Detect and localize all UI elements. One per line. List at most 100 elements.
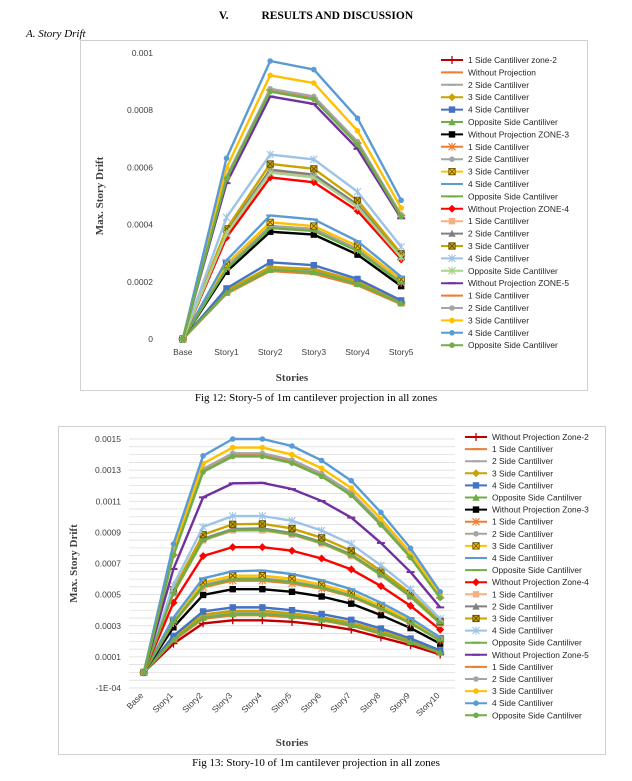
legend-swatch-marker — [449, 156, 455, 162]
y-tick-label: 0.0007 — [95, 559, 121, 569]
data-point — [310, 165, 318, 173]
data-point — [377, 561, 385, 570]
x-axis-title: Stories — [276, 737, 309, 749]
legend-label: Opposite Side Cantiliver — [468, 266, 558, 276]
data-point — [347, 540, 356, 549]
data-point — [169, 621, 178, 624]
x-tick-label: Story1 — [214, 347, 239, 357]
legend-item: 3 Side Cantiliver — [465, 541, 553, 551]
legend-item: 1 Side Cantiliver — [465, 444, 553, 454]
legend-swatch-marker — [449, 305, 455, 311]
legend-item: 4 Side Cantiliver — [441, 253, 529, 263]
legend-label: 1 Side Cantiliver — [492, 444, 553, 454]
legend-label: Opposite Side Cantiliver — [468, 191, 558, 201]
data-point — [317, 579, 326, 582]
legend-label: 2 Side Cantiliver — [492, 674, 553, 684]
data-point — [258, 481, 267, 484]
x-tick-label: Story2 — [180, 690, 205, 715]
section-number: V. — [218, 10, 229, 22]
legend-item: 4 Side Cantiliver — [465, 480, 553, 490]
data-point — [437, 589, 443, 595]
x-tick-label: Story9 — [388, 690, 413, 715]
legend-item: 1 Side Cantiliver — [465, 517, 553, 527]
data-point — [288, 573, 296, 576]
data-point — [266, 150, 275, 159]
data-point — [169, 591, 178, 594]
legend-label: 3 Side Cantiliver — [468, 92, 529, 102]
data-point — [318, 534, 326, 542]
series-line — [181, 214, 402, 340]
legend-item: 2 Side Cantiliver — [465, 456, 553, 466]
legend-swatch-marker — [448, 266, 456, 275]
legend-label: 4 Side Cantiliver — [492, 626, 553, 636]
x-tick-label: Story8 — [358, 690, 383, 715]
data-point — [180, 336, 186, 342]
legend-swatch-marker — [472, 578, 480, 587]
series-17 — [178, 168, 406, 343]
data-point — [199, 577, 208, 580]
data-point — [377, 611, 385, 619]
data-point — [311, 66, 317, 73]
x-tick-label: Story7 — [328, 690, 353, 715]
legend-item: 3 Side Cantiliver — [441, 167, 529, 177]
x-tick-label: Story3 — [302, 347, 327, 357]
x-axis-title: Stories — [276, 372, 309, 384]
data-point — [170, 552, 177, 559]
data-point — [229, 453, 236, 460]
data-point — [222, 229, 231, 238]
story10-drift-chart: -1E-04 0.0001 0.0003 0.0005 0.0007 0.0009 0.00… — [68, 432, 589, 749]
data-point — [266, 160, 274, 168]
data-point — [311, 96, 317, 103]
data-point — [354, 141, 361, 148]
data-point — [436, 625, 445, 634]
legend-label: 3 Side Cantiliver — [492, 541, 553, 551]
data-point — [353, 147, 362, 150]
data-point — [258, 543, 267, 552]
x-tick-label: Story4 — [345, 347, 370, 357]
y-tick-label: 0.0002 — [127, 277, 153, 287]
legend-swatch-marker — [448, 195, 456, 198]
data-point — [288, 516, 296, 525]
data-point — [376, 582, 385, 591]
data-point — [354, 275, 361, 283]
data-point — [309, 102, 318, 105]
legend-swatch-marker — [472, 641, 480, 644]
data-point — [318, 593, 325, 600]
data-point — [317, 554, 326, 563]
legend-label: 1 Side Cantiliver — [468, 142, 529, 152]
data-point — [348, 600, 355, 607]
legend-label: 3 Side Cantiliver — [492, 468, 553, 478]
y-tick-label: 0.0015 — [95, 434, 121, 444]
legend-swatch-marker — [472, 448, 480, 451]
legend-swatch-marker — [473, 688, 479, 694]
legend-swatch-marker — [448, 142, 456, 151]
y-tick-label: 0.0004 — [127, 220, 153, 230]
data-point — [309, 218, 318, 221]
data-point — [229, 610, 237, 618]
data-point — [266, 168, 275, 177]
legend-label: Without Projection Zone-5 — [492, 650, 589, 660]
data-point — [397, 242, 406, 251]
data-point — [376, 573, 385, 576]
legend-swatch-marker — [448, 168, 456, 176]
story5-chart-frame: 0 0.0002 0.0004 0.0006 0.0008 0.001 Base Story1… — [80, 40, 588, 391]
data-point — [228, 482, 237, 485]
data-point — [437, 595, 443, 601]
data-point — [222, 288, 231, 296]
legend-item: Opposite Side Cantiliver — [465, 493, 582, 503]
data-point — [397, 275, 406, 278]
legend-item: Opposite Side Cantiliver — [465, 638, 582, 648]
data-point — [228, 543, 237, 552]
y-tick-label: 0.0008 — [127, 105, 153, 115]
legend-swatch-marker — [448, 131, 456, 138]
series-9 — [179, 218, 405, 343]
data-point — [354, 251, 361, 258]
data-point — [353, 249, 362, 252]
series-line — [181, 221, 402, 340]
data-point — [259, 585, 266, 593]
data-point — [288, 524, 296, 533]
legend-label: 4 Side Cantiliver — [468, 105, 529, 115]
data-point — [169, 567, 178, 570]
legend-item: Without Projection Zone-5 — [465, 650, 589, 660]
data-point — [259, 453, 266, 460]
